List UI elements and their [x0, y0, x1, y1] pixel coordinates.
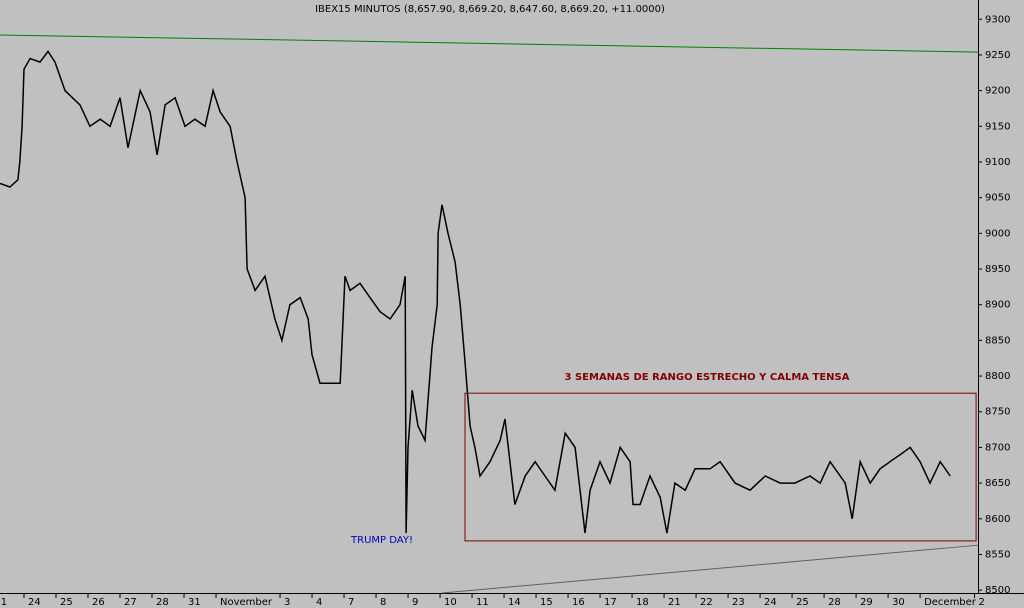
x-tick-label: 25 — [60, 597, 73, 608]
y-tick-label: 9300 — [985, 14, 1010, 25]
y-tick-label: 8800 — [985, 371, 1010, 382]
x-tick-label: 23 — [732, 597, 745, 608]
x-tick-label: 9 — [412, 597, 418, 608]
y-tick-label: 8950 — [985, 264, 1010, 275]
y-tick-label: 8900 — [985, 300, 1010, 311]
x-tick-label: 8 — [380, 597, 386, 608]
y-tick-label: 8500 — [985, 585, 1010, 596]
price-line — [0, 50, 951, 534]
x-tick-label: November — [220, 597, 273, 608]
x-tick-label: 18 — [636, 597, 649, 608]
y-tick-label: 9000 — [985, 228, 1010, 239]
annotation: TRUMP DAY! — [350, 535, 413, 546]
x-tick-label: 21 — [668, 597, 681, 608]
y-tick-label: 8850 — [985, 335, 1010, 346]
y-tick-label: 9100 — [985, 157, 1010, 168]
x-tick-label: 22 — [700, 597, 713, 608]
trendline — [0, 34, 979, 53]
range-box — [464, 392, 977, 542]
x-tick-label: 28 — [828, 597, 841, 608]
x-tick-label: 11 — [476, 597, 489, 608]
x-tick-label: 24 — [28, 597, 41, 608]
x-tick-label: 29 — [860, 597, 873, 608]
x-tick-label: 30 — [892, 597, 905, 608]
x-tick-label: 31 — [188, 597, 201, 608]
x-tick-label: 1 — [1, 597, 7, 608]
x-tick-label: 2 — [978, 597, 984, 608]
y-tick-label: 9050 — [985, 193, 1010, 204]
annotation: 3 SEMANAS DE RANGO ESTRECHO Y CALMA TENS… — [565, 372, 850, 383]
x-tick-label: 14 — [508, 597, 521, 608]
x-tick-label: 26 — [92, 597, 105, 608]
x-tick-label: 16 — [572, 597, 585, 608]
x-tick-label: 28 — [156, 597, 169, 608]
x-tick-label: 10 — [444, 597, 457, 608]
y-tick-label: 8600 — [985, 514, 1010, 525]
y-tick-label: 8650 — [985, 478, 1010, 489]
x-tick-label: December — [924, 597, 977, 608]
y-tick-label: 8750 — [985, 407, 1010, 418]
chart-title: IBEX15 MINUTOS (8,657.90, 8,669.20, 8,64… — [315, 4, 665, 15]
y-tick-label: 8700 — [985, 442, 1010, 453]
x-tick-label: 24 — [764, 597, 777, 608]
x-tick-label: 3 — [284, 597, 290, 608]
x-tick-label: 4 — [316, 597, 322, 608]
x-tick-label: 25 — [796, 597, 809, 608]
x-tick-label: 27 — [124, 597, 137, 608]
y-tick-label: 8550 — [985, 549, 1010, 560]
y-tick-label: 9200 — [985, 86, 1010, 97]
trendline — [441, 544, 979, 594]
y-tick-label: 9150 — [985, 121, 1010, 132]
x-tick-label: 7 — [348, 597, 354, 608]
y-tick-label: 9250 — [985, 50, 1010, 61]
x-tick-label: 17 — [604, 597, 617, 608]
x-tick-label: 15 — [540, 597, 553, 608]
